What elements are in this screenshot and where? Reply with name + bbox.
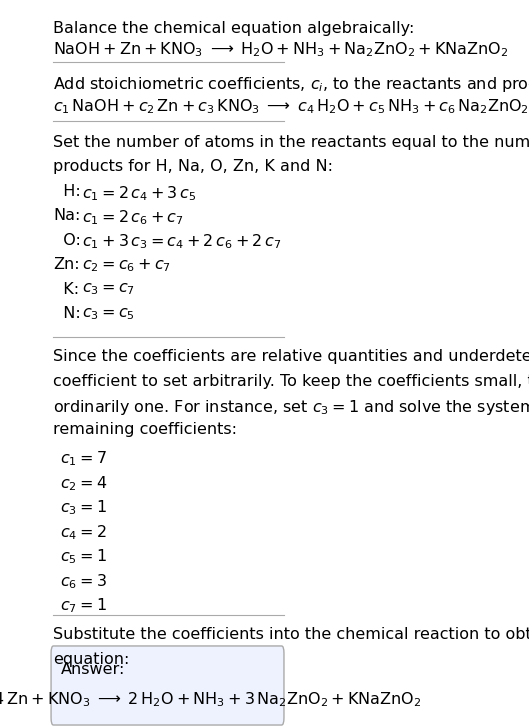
Text: Set the number of atoms in the reactants equal to the number of atoms in the: Set the number of atoms in the reactants… [53,135,529,150]
Text: $7\,\mathrm{NaOH} + 4\,\mathrm{Zn} + \mathrm{KNO_3} \;\longrightarrow\; 2\,\math: $7\,\mathrm{NaOH} + 4\,\mathrm{Zn} + \ma… [0,690,422,709]
Text: O:: O: [53,233,81,248]
Text: Since the coefficients are relative quantities and underdetermined, choose a: Since the coefficients are relative quan… [53,349,529,364]
Text: N:: N: [53,306,81,321]
Text: $c_3 = c_5$: $c_3 = c_5$ [81,306,134,322]
Text: $c_3 = c_7$: $c_3 = c_7$ [81,281,134,297]
Text: remaining coefficients:: remaining coefficients: [53,422,238,438]
Text: $c_2 = c_6 + c_7$: $c_2 = c_6 + c_7$ [81,257,170,274]
Text: Substitute the coefficients into the chemical reaction to obtain the balanced: Substitute the coefficients into the che… [53,627,529,642]
Text: $c_1 + 3\,c_3 = c_4 + 2\,c_6 + 2\,c_7$: $c_1 + 3\,c_3 = c_4 + 2\,c_6 + 2\,c_7$ [81,233,281,252]
Text: $c_6 = 3$: $c_6 = 3$ [60,572,107,590]
Text: Na:: Na: [53,209,81,223]
FancyBboxPatch shape [51,646,284,725]
Text: $\mathrm{NaOH + Zn + KNO_3 \;\longrightarrow\; H_2O + NH_3 + Na_2ZnO_2 + KNaZnO_: $\mathrm{NaOH + Zn + KNO_3 \;\longrighta… [53,40,509,59]
Text: $c_4 = 2$: $c_4 = 2$ [60,523,107,542]
Text: $c_1 = 7$: $c_1 = 7$ [60,450,107,468]
Text: $c_3 = 1$: $c_3 = 1$ [60,499,107,518]
Text: ordinarily one. For instance, set $c_3 = 1$ and solve the system of equations fo: ordinarily one. For instance, set $c_3 =… [53,398,529,417]
Text: Answer:: Answer: [60,662,125,678]
Text: coefficient to set arbitrarily. To keep the coefficients small, the arbitrary va: coefficient to set arbitrarily. To keep … [53,374,529,389]
Text: $c_1 = 2\,c_4 + 3\,c_5$: $c_1 = 2\,c_4 + 3\,c_5$ [81,184,196,203]
Text: $c_1 = 2\,c_6 + c_7$: $c_1 = 2\,c_6 + c_7$ [81,209,184,227]
Text: Balance the chemical equation algebraically:: Balance the chemical equation algebraica… [53,21,415,36]
Text: equation:: equation: [53,651,130,667]
Text: $c_7 = 1$: $c_7 = 1$ [60,596,107,615]
Text: H:: H: [53,184,81,199]
Text: $c_2 = 4$: $c_2 = 4$ [60,474,108,493]
Text: K:: K: [53,281,79,297]
Text: $c_1\,\mathrm{NaOH} + c_2\,\mathrm{Zn} + c_3\,\mathrm{KNO_3} \;\longrightarrow\;: $c_1\,\mathrm{NaOH} + c_2\,\mathrm{Zn} +… [53,97,529,116]
Text: Add stoichiometric coefficients, $c_i$, to the reactants and products:: Add stoichiometric coefficients, $c_i$, … [53,75,529,94]
Text: products for H, Na, O, Zn, K and N:: products for H, Na, O, Zn, K and N: [53,159,333,174]
Text: Zn:: Zn: [53,257,80,272]
Text: $c_5 = 1$: $c_5 = 1$ [60,547,107,566]
